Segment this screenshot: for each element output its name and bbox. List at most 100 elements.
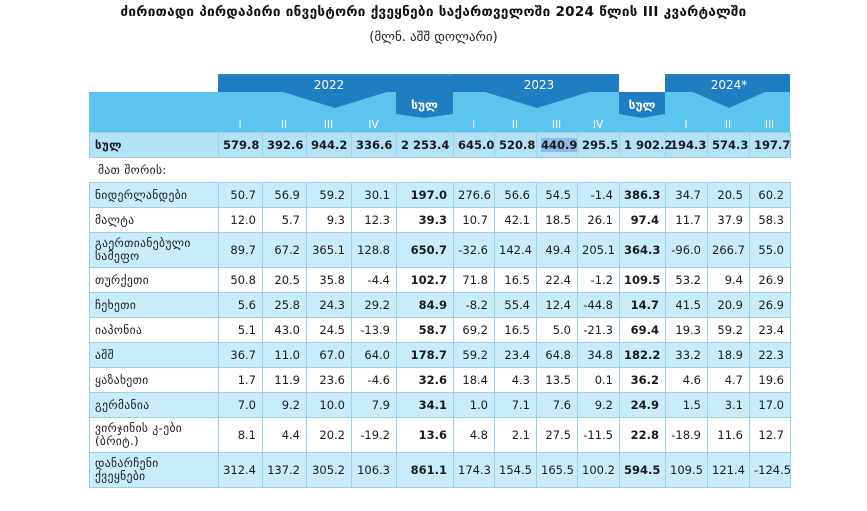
value-cell: 22.4 [536,267,578,293]
empty-cell [351,157,397,183]
value-cell: 67.2 [262,232,307,268]
value-cell: 205.1 [577,232,620,268]
value-cell: 100.2 [577,452,620,488]
value-cell: 3.1 [707,392,750,418]
value-cell: 645.0 [453,132,495,158]
value-cell: 22.8 [619,417,666,453]
value-cell: 5.7 [262,207,307,233]
value-cell: 4.3 [494,367,537,393]
q1-2024: I [684,119,688,131]
value-cell: 9.2 [577,392,620,418]
value-cell: 59.2 [306,182,352,208]
table-row: აშშ 36.7 11.0 67.0 64.0 178.7 59.2 23.4 64.8 34.8… [89,342,791,368]
value-cell: 42.1 [494,207,537,233]
value-cell: 64.0 [351,342,397,368]
empty-cell [396,157,454,183]
value-cell: -96.0 [665,232,708,268]
value-cell: 7.6 [536,392,578,418]
country-name: გერმანია [89,392,219,418]
value-cell: 1.7 [218,367,263,393]
value-cell: -44.8 [577,292,620,318]
value-cell: 1.0 [453,392,495,418]
value-cell: 16.5 [494,267,537,293]
value-cell: 34.8 [577,342,620,368]
value-cell: 154.5 [494,452,537,488]
value-cell: 18.5 [536,207,578,233]
value-cell: 19.6 [749,367,791,393]
value-cell: 440.9 [536,132,578,158]
value-cell: 50.8 [218,267,263,293]
value-cell: 0.1 [577,367,620,393]
page-subtitle: (მლნ. აშშ დოლარი) [369,30,498,45]
value-cell: 1.5 [665,392,708,418]
table-row: დანარჩენი ქვეყნები 312.4 137.2 305.2 106.3 86… [89,452,791,488]
empty-cell [536,157,578,183]
value-cell: -19.2 [351,417,397,453]
value-cell: 26.9 [749,292,791,318]
value-cell: 197.0 [396,182,454,208]
value-cell: 109.5 [619,267,666,293]
value-cell: 34.1 [396,392,454,418]
q1-2022: I [238,119,242,131]
value-cell: 71.8 [453,267,495,293]
value-cell: 37.9 [707,207,750,233]
value-cell: 11.7 [665,207,708,233]
value-cell: 84.9 [396,292,454,318]
header-shapes [218,74,790,118]
country-name: ყაზახეთი [89,367,219,393]
value-cell: 69.2 [453,317,495,343]
value-cell: 58.7 [396,317,454,343]
value-cell: 97.4 [619,207,666,233]
value-cell: 594.5 [619,452,666,488]
q2-2024: II [724,119,732,131]
value-cell: 56.6 [494,182,537,208]
value-cell: -4.6 [351,367,397,393]
table-row: გერმანია 7.0 9.2 10.0 7.9 34.1 1.0 7.1 7.6 9.2 24.… [89,392,791,418]
value-cell: 109.5 [665,452,708,488]
table-row: იაპონია 5.1 43.0 24.5 -13.9 58.7 69.2 16.5 5.0 -2… [89,317,791,343]
value-cell: 1 902.2 [619,132,672,158]
q2-2023: II [511,119,519,131]
table-row: თურქეთი 50.8 20.5 35.8 -4.4 102.7 71.8 16.5 22.4… [89,267,791,293]
value-cell: 53.2 [665,267,708,293]
value-cell: 12.7 [749,417,791,453]
table-row: გაერთიანებული სამეფო 89.7 67.2 365.1 128.8 65… [89,232,791,268]
value-cell: 137.2 [262,452,307,488]
value-cell: 26.9 [749,267,791,293]
value-cell: 182.2 [619,342,666,368]
q2-2022: II [280,119,288,131]
value-cell: 18.4 [453,367,495,393]
value-cell: 11.6 [707,417,750,453]
value-cell: 197.7 [749,132,791,158]
table-row: მალტა 12.0 5.7 9.3 12.3 39.3 10.7 42.1 18.5 26.1 9… [89,207,791,233]
row-label: სულ [89,132,219,158]
value-cell: 365.1 [306,232,352,268]
table-row: ვირჯინის კ-ები (ბრიტ.) 8.1 4.4 20.2 -19.2 13.… [89,417,791,453]
country-name: გაერთიანებული სამეფო [89,232,219,268]
empty-cell [665,157,708,183]
value-cell: 266.7 [707,232,750,268]
value-cell: 33.2 [665,342,708,368]
value-cell: 67.0 [306,342,352,368]
empty-cell [218,157,263,183]
value-cell: 43.0 [262,317,307,343]
value-cell: 194.3 [665,132,708,158]
country-name: აშშ [89,342,219,368]
empty-cell [306,157,352,183]
value-cell: 10.7 [453,207,495,233]
value-cell: 59.2 [453,342,495,368]
value-cell: 106.3 [351,452,397,488]
value-cell: 944.2 [306,132,352,158]
value-cell: 23.4 [749,317,791,343]
total-row: სულ 579.8 392.6 944.2 336.6 2 253.4 645.0 520.8… [89,132,791,158]
value-cell: 650.7 [396,232,454,268]
table-row: ყაზახეთი 1.7 11.9 23.6 -4.6 32.6 18.4 4.3 13.5 0.… [89,367,791,393]
value-cell: 4.8 [453,417,495,453]
value-cell: 54.5 [536,182,578,208]
value-cell: 32.6 [396,367,454,393]
page-title: ძირითადი პირდაპირი ინვესტორი ქვეყნები სა… [120,4,747,20]
value-cell: 5.1 [218,317,263,343]
value-cell: -18.9 [665,417,708,453]
year-2023-label: 2023 [523,78,555,92]
value-cell: 59.2 [707,317,750,343]
